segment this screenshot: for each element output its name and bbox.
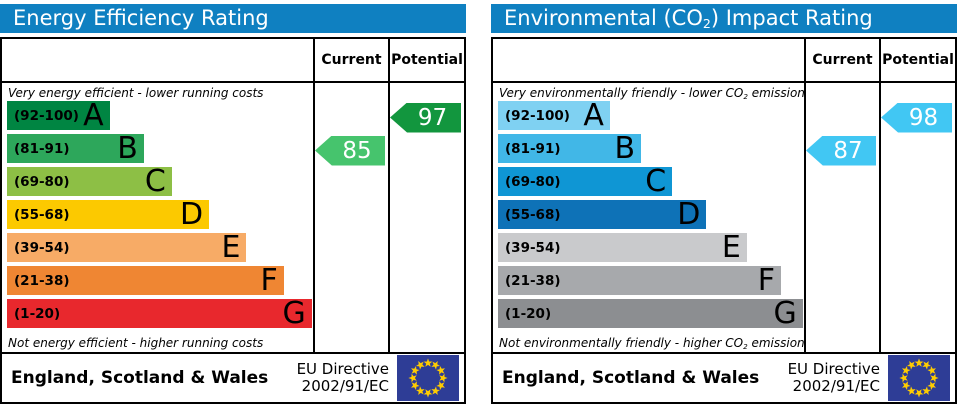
band-g-row: (1-20) G: [2, 299, 313, 332]
eu-directive-label: EU Directive 2002/91/EC: [787, 359, 880, 395]
band-d-letter: D: [180, 197, 204, 232]
eu-flag-icon: [397, 355, 459, 401]
current-column-divider: [804, 83, 879, 352]
band-e: (39-54) E: [498, 230, 747, 265]
band-e-row: (39-54) E: [493, 233, 804, 266]
band-e-range: (39-54): [14, 239, 70, 256]
band-c-letter: C: [144, 164, 166, 199]
band-b-letter: B: [614, 131, 636, 166]
header-spacer: [2, 39, 313, 81]
band-c-range: (69-80): [505, 173, 561, 190]
potential-rating-arrow: 98: [881, 102, 952, 133]
band-d-row: (55-68) D: [2, 200, 313, 233]
energy-efficiency-chart: Energy Efficiency Rating Current Potenti…: [0, 4, 466, 404]
band-c: (69-80) C: [498, 164, 673, 199]
band-b-letter: B: [117, 131, 138, 166]
band-d: (55-68) D: [498, 197, 707, 232]
band-a-row: (92-100) A: [493, 101, 804, 134]
band-b-row: (81-91) B: [2, 134, 313, 167]
header-spacer: [493, 39, 804, 81]
current-column-divider: [313, 83, 388, 352]
band-a: (92-100) A: [7, 98, 110, 133]
band-f-row: (21-38) F: [493, 266, 804, 299]
band-g-row: (1-20) G: [493, 299, 804, 332]
band-g-range: (1-20): [505, 305, 552, 322]
band-e-letter: E: [721, 230, 741, 265]
band-g-letter: G: [282, 296, 306, 331]
band-c-row: (69-80) C: [2, 167, 313, 200]
band-c-letter: C: [645, 164, 667, 199]
environmental-chart-body: Very environmentally friendly - lower CO…: [493, 83, 955, 352]
band-e: (39-54) E: [7, 230, 247, 265]
band-a: (92-100) A: [498, 98, 610, 133]
band-b-range: (81-91): [505, 140, 561, 157]
top-caption: Very environmentally friendly - lower CO…: [499, 86, 804, 101]
band-a-letter: A: [83, 98, 104, 133]
band-a-row: (92-100) A: [2, 101, 313, 134]
top-caption: Very energy efficient - lower running co…: [8, 86, 264, 100]
band-a-letter: A: [583, 98, 604, 133]
band-d-row: (55-68) D: [493, 200, 804, 233]
eu-directive-label: EU Directive 2002/91/EC: [296, 359, 389, 395]
potential-rating-arrow: 97: [390, 102, 461, 133]
current-column-header: Current: [804, 39, 879, 81]
eu-flag-icon: [888, 355, 950, 401]
band-f-letter: F: [260, 263, 278, 298]
band-c-row: (69-80) C: [493, 167, 804, 200]
energy-chart-title: Energy Efficiency Rating: [0, 4, 466, 33]
band-f-letter: F: [757, 263, 775, 298]
band-a-range: (92-100): [14, 107, 79, 124]
title-text-suffix: ) Impact Rating: [710, 6, 873, 30]
band-g-letter: G: [773, 296, 797, 331]
band-f-row: (21-38) F: [2, 266, 313, 299]
title-text: Environmental (CO: [504, 6, 703, 30]
band-b: (81-91) B: [7, 131, 144, 166]
region-label: England, Scotland & Wales: [11, 368, 269, 388]
band-d-letter: D: [677, 197, 701, 232]
band-f-range: (21-38): [505, 272, 561, 289]
band-g: (1-20) G: [7, 296, 312, 331]
bottom-caption: Not environmentally friendly - higher CO…: [499, 336, 804, 351]
band-b-row: (81-91) B: [493, 134, 804, 167]
band-d-range: (55-68): [505, 206, 561, 223]
band-e-letter: E: [221, 230, 241, 265]
band-e-range: (39-54): [505, 239, 561, 256]
potential-column-divider: [388, 83, 464, 352]
band-g: (1-20) G: [498, 296, 803, 331]
potential-column-divider: [879, 83, 955, 352]
current-rating-arrow: 85: [315, 135, 385, 166]
band-b: (81-91) B: [498, 131, 642, 166]
environmental-chart-title: Environmental (CO2) Impact Rating: [491, 4, 957, 33]
region-label: England, Scotland & Wales: [502, 368, 760, 388]
current-rating-arrow: 87: [806, 135, 876, 166]
band-f-range: (21-38): [14, 272, 70, 289]
band-b-range: (81-91): [14, 140, 70, 157]
energy-chart-table: Current Potential Very energy efficient …: [0, 37, 466, 404]
band-d: (55-68) D: [7, 197, 210, 232]
title-text: Energy Efficiency Rating: [13, 6, 269, 30]
band-f: (21-38) F: [498, 263, 781, 298]
environmental-chart-header: Current Potential: [493, 39, 955, 83]
environmental-chart-table: Current Potential Very environmentally f…: [491, 37, 957, 404]
band-g-range: (1-20): [14, 305, 61, 322]
band-a-range: (92-100): [505, 107, 570, 124]
band-d-range: (55-68): [14, 206, 70, 223]
bottom-caption: Not energy efficient - higher running co…: [8, 336, 264, 350]
band-c: (69-80) C: [7, 164, 172, 199]
energy-chart-header: Current Potential: [2, 39, 464, 83]
title-subscript: 2: [702, 15, 711, 31]
current-column-header: Current: [313, 39, 388, 81]
environmental-impact-chart: Environmental (CO2) Impact Rating Curren…: [491, 4, 957, 404]
potential-column-header: Potential: [879, 39, 955, 81]
energy-chart-footer: England, Scotland & Wales EU Directive 2…: [2, 352, 464, 402]
band-f: (21-38) F: [7, 263, 284, 298]
energy-chart-body: Very energy efficient - lower running co…: [2, 83, 464, 352]
band-e-row: (39-54) E: [2, 233, 313, 266]
band-c-range: (69-80): [14, 173, 70, 190]
potential-column-header: Potential: [388, 39, 464, 81]
environmental-chart-footer: England, Scotland & Wales EU Directive 2…: [493, 352, 955, 402]
